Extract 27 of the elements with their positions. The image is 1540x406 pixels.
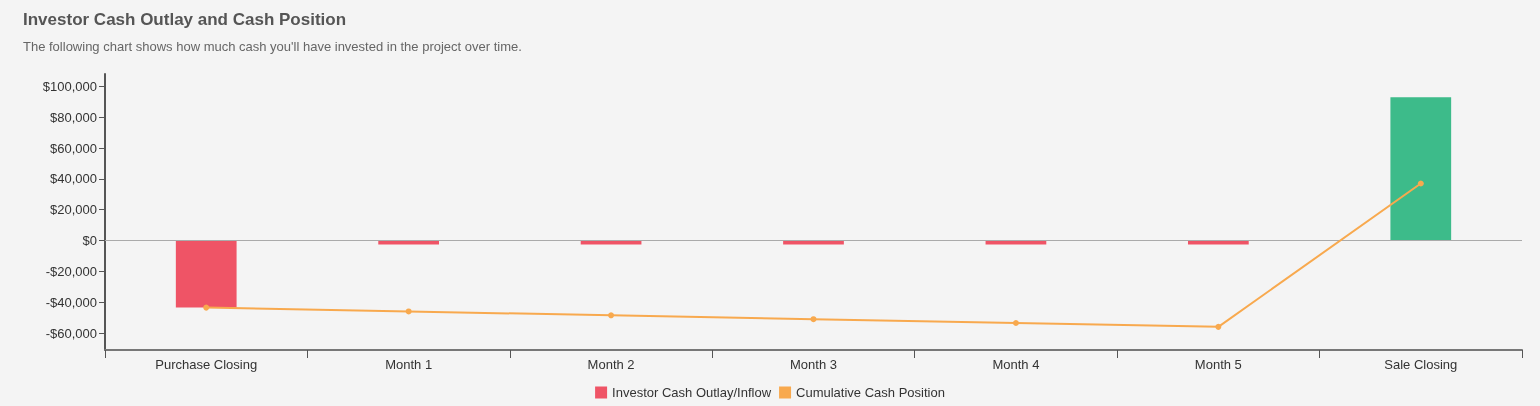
x-tick-label: Month 4 [992,357,1040,372]
x-tick-label: Month 2 [587,357,635,372]
legend-label: Investor Cash Outlay/Inflow [612,385,772,400]
x-tick-label: Month 5 [1194,357,1242,372]
y-tick-label: $60,000 [50,140,97,156]
x-tick-label: Sale Closing [1384,357,1458,372]
legend-label: Cumulative Cash Position [796,385,945,400]
x-tick-label: Month 3 [790,357,837,372]
y-tick-label: -$40,000 [45,294,97,310]
y-tick-label: $0 [82,233,97,249]
y-tick-label: $80,000 [50,109,97,125]
chart-subtitle: The following chart shows how much cash you'll have invested in the project over time. [23,39,522,54]
point [1417,180,1424,187]
point [810,316,817,323]
x-tick-label: Month 1 [385,357,433,372]
point [405,308,412,315]
point [1012,320,1019,327]
point [608,312,615,319]
y-tick-label: $40,000 [50,171,97,187]
point [203,304,210,311]
y-tick-label: -$60,000 [45,325,97,341]
y-tick-label: $20,000 [50,202,97,218]
y-tick-label: -$20,000 [45,263,97,279]
chart-title: Investor Cash Outlay and Cash Position [23,10,347,29]
y-tick-label: $100,000 [42,78,97,94]
x-tick-label: Purchase Closing [155,357,258,372]
point [1215,323,1222,330]
